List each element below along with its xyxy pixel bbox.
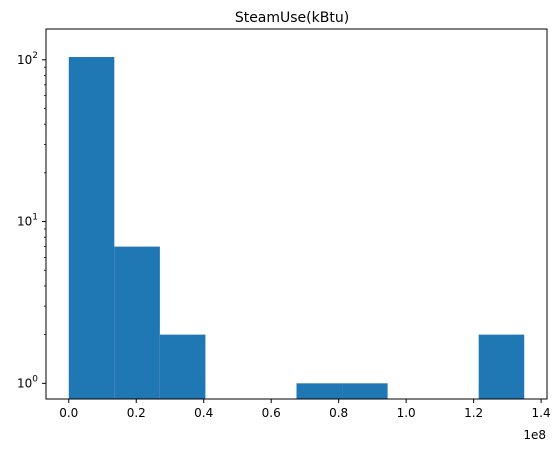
x-tick-label-3: 0.6: [262, 406, 281, 420]
x-tick-label-5: 1.0: [397, 406, 416, 420]
x-tick-label-6: 1.2: [464, 406, 483, 420]
histogram-bar-5: [296, 383, 343, 399]
x-tick-label-1: 0.2: [127, 406, 146, 420]
x-tick-label-0: 0.0: [59, 406, 78, 420]
x-tick-label-7: 1.4: [532, 406, 551, 420]
x-tick-label-2: 0.4: [194, 406, 213, 420]
histogram-bar-1: [114, 246, 160, 399]
y-tick-label-0: 100: [17, 374, 38, 390]
y-tick-label-1: 101: [17, 213, 38, 229]
plot-frame: [45, 28, 548, 400]
chart-title: SteamUse(kBtu): [235, 10, 349, 26]
bars-group: [68, 57, 525, 400]
x-scale-label: 1e8: [523, 428, 546, 442]
histogram-bar-9: [478, 334, 525, 399]
y-axis: 100 101 102: [17, 51, 46, 390]
y-tick-label-2: 102: [17, 51, 38, 67]
x-tick-label-4: 0.8: [329, 406, 348, 420]
histogram-bar-0: [68, 57, 115, 400]
histogram-bar-6: [342, 383, 388, 399]
histogram-bar-2: [159, 334, 206, 399]
x-axis: 0.0 0.2 0.4 0.6 0.8 1.0 1.2 1.4: [59, 399, 551, 420]
